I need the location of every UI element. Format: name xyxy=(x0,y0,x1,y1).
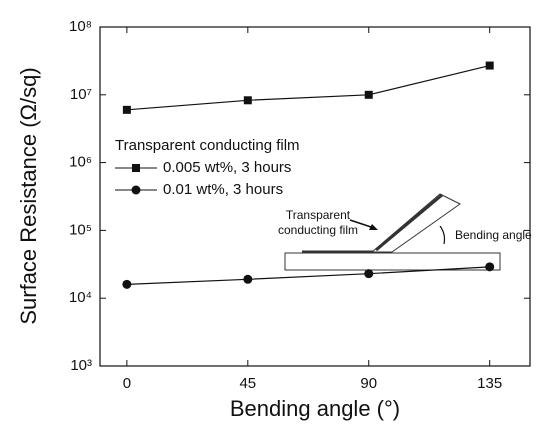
inset-label: Bending angle xyxy=(455,228,532,242)
pointer-arrow xyxy=(349,219,375,229)
y-tick-label: 10⁸ xyxy=(69,18,92,35)
x-tick-label: 135 xyxy=(477,375,502,392)
marker xyxy=(364,269,374,279)
inset-label: Transparent xyxy=(286,208,351,222)
series-line xyxy=(126,266,490,285)
y-tick-label: 10⁶ xyxy=(69,154,92,171)
bent-substrate xyxy=(370,193,461,253)
legend-marker xyxy=(132,164,140,172)
marker xyxy=(122,105,131,114)
marker xyxy=(364,90,373,99)
y-tick-label: 10⁷ xyxy=(70,86,92,103)
legend-label: 0.01 wt%, 3 hours xyxy=(163,181,283,198)
marker xyxy=(485,61,494,70)
x-tick-label: 45 xyxy=(239,375,256,392)
x-axis-label: Bending angle (°) xyxy=(230,396,400,421)
legend-title: Transparent conducting film xyxy=(115,137,300,154)
legend-marker xyxy=(131,185,141,195)
y-tick-label: 10⁴ xyxy=(69,289,92,306)
series-line xyxy=(126,64,490,111)
y-axis-label: Surface Resistance (Ω/sq) xyxy=(16,67,41,324)
marker xyxy=(243,274,253,284)
marker xyxy=(243,96,252,105)
film-bent xyxy=(375,193,443,252)
x-tick-label: 0 xyxy=(123,375,131,392)
legend-label: 0.005 wt%, 3 hours xyxy=(163,159,291,176)
angle-arc xyxy=(439,225,446,245)
plot-frame xyxy=(99,26,531,367)
inset-diagram: Transparent conducting film Bending angl… xyxy=(278,193,532,271)
y-tick-label: 10³ xyxy=(70,357,92,374)
inset-label: conducting film xyxy=(278,223,358,237)
y-tick-label: 10⁵ xyxy=(69,221,92,238)
substrate xyxy=(284,252,501,271)
marker xyxy=(485,262,495,272)
arrow-head xyxy=(369,224,378,230)
marker xyxy=(122,279,132,289)
x-tick-label: 90 xyxy=(360,375,377,392)
